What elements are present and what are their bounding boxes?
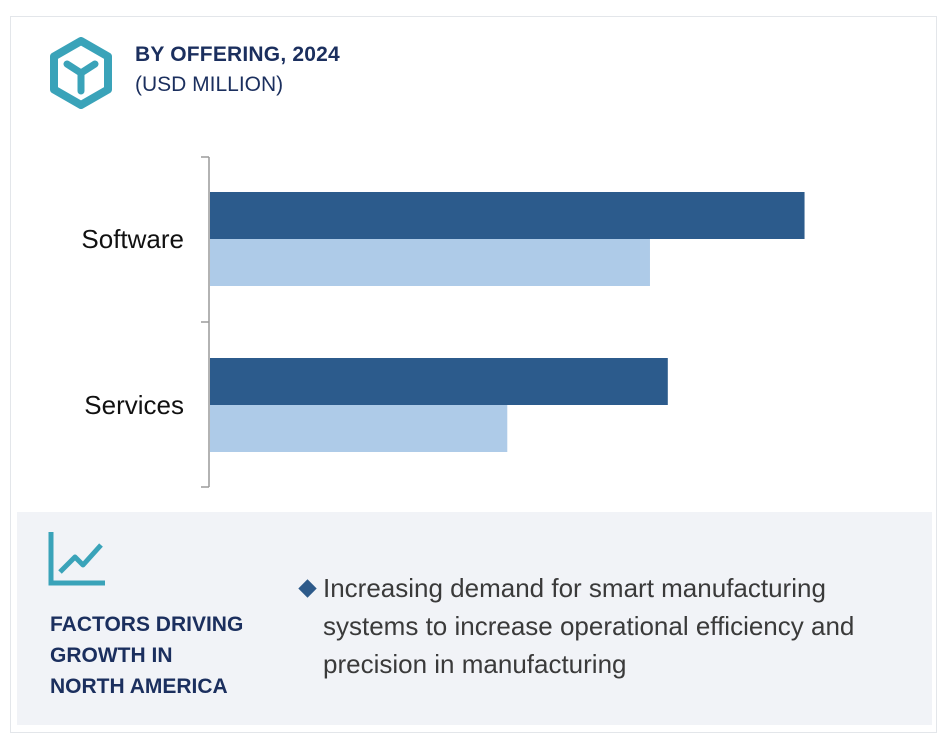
factors-title-line: GROWTH IN: [50, 644, 173, 667]
bar-software-series-1: [210, 192, 805, 239]
factor-bullet-text: Increasing demand for smart manufacturin…: [323, 573, 855, 679]
chart-card: BY OFFERING, 2024 (USD MILLION) Software…: [10, 16, 937, 733]
bar-group: [210, 192, 805, 452]
factors-title: FACTORS DRIVING GROWTH IN NORTH AMERICA: [50, 609, 270, 702]
bar-chart: Software Services: [81, 156, 805, 488]
bar-services-series-1: [210, 358, 668, 405]
hexagon-y-icon: [50, 37, 112, 109]
chart-title: BY OFFERING, 2024: [135, 43, 340, 66]
factors-title-line: FACTORS DRIVING: [50, 613, 244, 636]
factors-title-line: NORTH AMERICA: [50, 675, 228, 698]
line-chart-icon: [48, 532, 105, 586]
bar-services-series-2: [210, 405, 508, 452]
factor-bullet: Increasing demand for smart manufacturin…: [297, 569, 917, 683]
category-label-services: Services: [84, 390, 184, 420]
diamond-bullet-icon: [298, 579, 317, 598]
factors-panel: FACTORS DRIVING GROWTH IN NORTH AMERICA …: [17, 512, 932, 725]
category-label-software: Software: [81, 224, 184, 254]
chart-subtitle: (USD MILLION): [135, 73, 284, 96]
bar-software-series-2: [210, 239, 650, 286]
category-label-group: Software Services: [81, 224, 184, 420]
